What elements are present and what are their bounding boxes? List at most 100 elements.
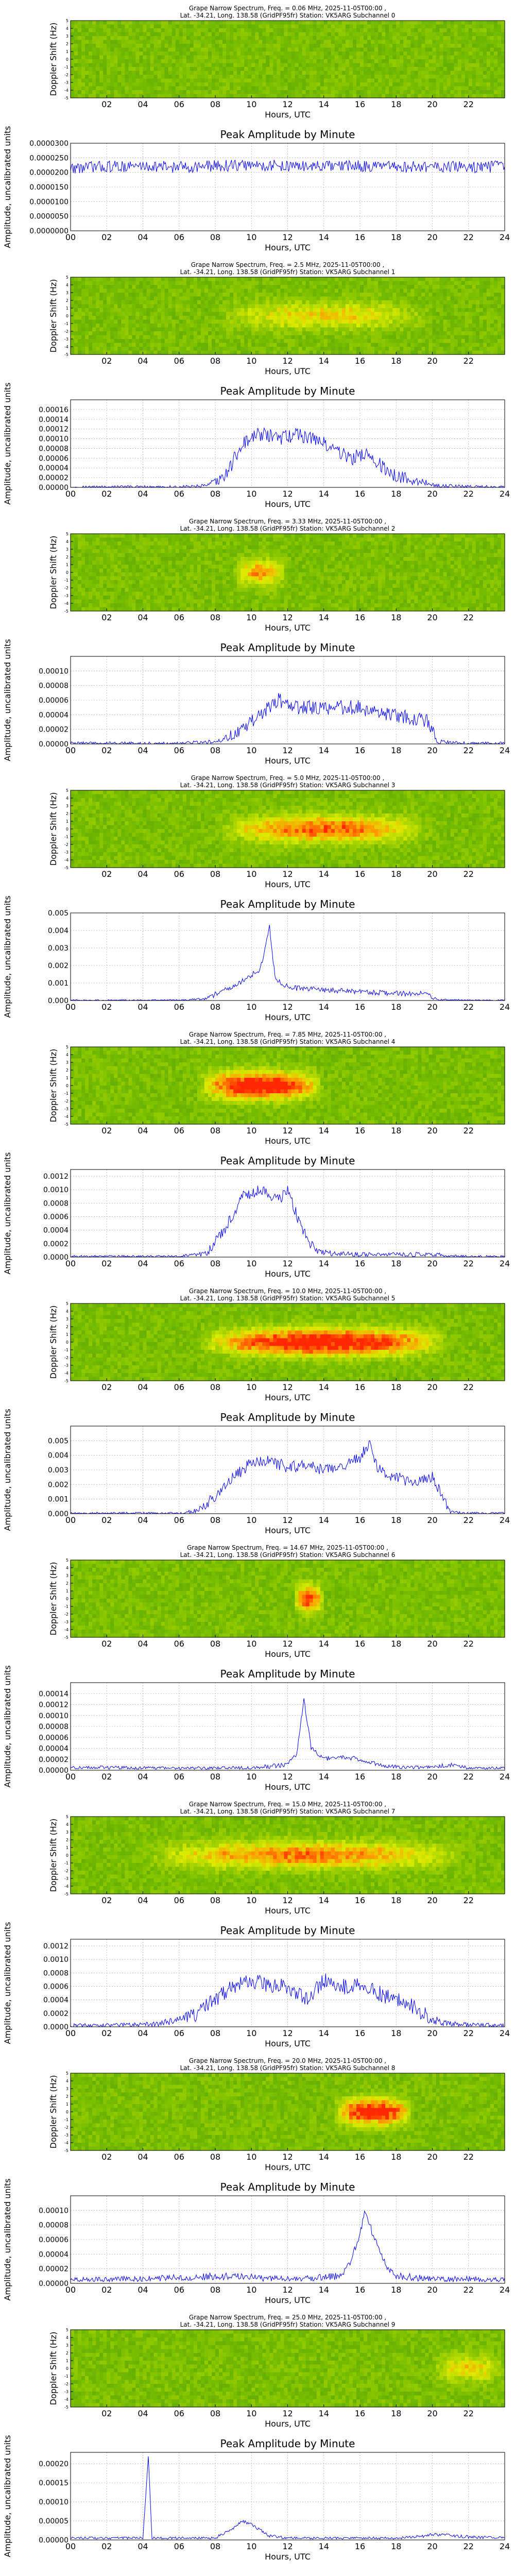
y-tick-label: 0.00002 (39, 474, 68, 482)
chart-title: Grape Narrow Spectrum, Freq. = 3.33 MHz,… (189, 518, 386, 525)
y-tick-label: 4 (66, 2335, 68, 2340)
heatmap-cells (71, 534, 505, 612)
y-axis-label: Doppler Shift (Hz) (48, 1049, 58, 1123)
x-tick-label: 04 (138, 1772, 148, 1782)
x-tick-label: 12 (282, 1772, 293, 1782)
chart-title: Grape Narrow Spectrum, Freq. = 0.06 MHz,… (189, 5, 386, 12)
y-tick-label: 3 (66, 1060, 68, 1065)
x-axis-label: Hours, UTC (265, 1012, 311, 1022)
chart-title: Grape Narrow Spectrum, Freq. = 7.85 MHz,… (189, 1031, 386, 1038)
y-tick-label: 3 (66, 1830, 68, 1835)
spectrogram-panel-9: Grape Narrow Spectrum, Freq. = 25.0 MHz,… (48, 2314, 505, 2429)
x-tick-label: 24 (500, 2285, 510, 2295)
y-tick-label: -2 (64, 842, 68, 847)
amplitude-panel-0: Peak Amplitude by Minute0.00000000.00000… (3, 126, 510, 252)
y-tick-label: 2 (66, 2094, 68, 2099)
x-tick-label: 16 (355, 1772, 365, 1782)
y-tick-label: 0.00002 (39, 1756, 68, 1764)
y-tick-label: 2 (66, 811, 68, 816)
y-tick-label: -4 (64, 88, 68, 93)
y-axis-label: Doppler Shift (Hz) (48, 1306, 58, 1379)
x-tick-label: 04 (138, 2541, 148, 2551)
y-tick-label: 4 (66, 283, 68, 287)
spectrogram-panel-5: Grape Narrow Spectrum, Freq. = 10.0 MHz,… (48, 1287, 505, 1402)
x-tick-label: 18 (391, 232, 401, 242)
y-tick-label: 0.00010 (39, 2498, 68, 2506)
x-tick-label: 20 (427, 1126, 437, 1136)
x-tick-label: 06 (174, 613, 184, 622)
x-tick-label: 06 (174, 1002, 184, 1012)
x-tick-label: 02 (101, 356, 112, 366)
x-tick-label: 04 (138, 869, 148, 879)
x-axis-label: Hours, UTC (265, 1782, 311, 1792)
x-tick-label: 24 (500, 2541, 510, 2551)
x-tick-label: 16 (355, 745, 365, 755)
x-tick-label: 06 (174, 1772, 184, 1782)
x-tick-label: 10 (246, 2285, 256, 2295)
x-tick-label: 14 (319, 1639, 329, 1649)
y-tick-label: 0.0000300 (29, 140, 68, 148)
y-tick-label: -1 (64, 2117, 68, 2122)
x-tick-label: 06 (174, 1639, 184, 1649)
y-tick-label: 0.00010 (39, 667, 68, 675)
x-tick-label: 06 (174, 1126, 184, 1136)
y-tick-label: -3 (64, 1876, 68, 1881)
x-tick-label: 14 (319, 2541, 329, 2551)
y-tick-label: -4 (64, 858, 68, 862)
x-tick-label: 18 (391, 2152, 401, 2162)
y-tick-label: 1 (66, 1589, 68, 1594)
x-tick-label: 06 (174, 1382, 184, 1392)
y-tick-label: 3 (66, 547, 68, 552)
x-tick-label: 08 (210, 1382, 220, 1392)
x-tick-label: 04 (138, 1002, 148, 1012)
y-tick-label: 1 (66, 49, 68, 54)
x-tick-label: 22 (464, 869, 474, 879)
x-tick-label: 00 (65, 1002, 76, 1012)
chart-subtitle: Lat. -34.21, Long. 138.58 (GridPF95fr) S… (180, 268, 396, 276)
x-tick-label: 18 (391, 489, 401, 499)
y-tick-label: 5 (66, 1301, 68, 1306)
x-axis-label: Hours, UTC (265, 1269, 311, 1279)
y-tick-label: 3 (66, 804, 68, 808)
y-axis-label: Amplitude, uncalibrated units (3, 2435, 12, 2557)
y-tick-label: -1 (64, 835, 68, 839)
x-tick-label: 18 (391, 2028, 401, 2038)
y-tick-label: -2 (64, 1355, 68, 1360)
x-tick-label: 14 (319, 869, 329, 879)
x-tick-label: 08 (210, 2285, 220, 2295)
x-tick-label: 10 (246, 1126, 256, 1136)
y-tick-label: -2 (64, 1099, 68, 1104)
y-tick-label: 0.004 (48, 927, 68, 935)
x-tick-label: 08 (210, 1639, 220, 1649)
x-tick-label: 14 (319, 745, 329, 755)
y-tick-label: 1 (66, 2102, 68, 2107)
x-tick-label: 10 (246, 489, 256, 499)
x-tick-label: 24 (500, 2028, 510, 2038)
x-tick-label: 04 (138, 745, 148, 755)
x-tick-label: 02 (101, 1515, 112, 1525)
y-tick-label: 0.00000 (39, 2536, 68, 2545)
y-tick-label: 0.00004 (39, 1745, 68, 1753)
y-tick-label: 4 (66, 2079, 68, 2083)
y-tick-label: 0.00012 (39, 1701, 68, 1709)
y-tick-label: 0 (66, 570, 68, 575)
x-tick-label: 08 (210, 489, 220, 499)
y-tick-label: -3 (64, 850, 68, 855)
x-tick-label: 24 (500, 745, 510, 755)
y-tick-label: -3 (64, 337, 68, 342)
y-tick-label: 4 (66, 1053, 68, 1057)
y-tick-label: 0.002 (48, 962, 68, 970)
x-tick-label: 22 (464, 356, 474, 366)
x-tick-label: 18 (391, 1895, 401, 1905)
x-tick-label: 14 (319, 356, 329, 366)
y-tick-label: -1 (64, 578, 68, 583)
y-tick-label: 0.0000 (43, 2023, 68, 2031)
y-tick-label: 0.00004 (39, 464, 68, 472)
x-tick-label: 10 (246, 356, 256, 366)
x-tick-label: 08 (210, 356, 220, 366)
x-tick-label: 08 (210, 1126, 220, 1136)
chart-title: Grape Narrow Spectrum, Freq. = 20.0 MHz,… (189, 2057, 386, 2064)
y-tick-label: -4 (64, 1884, 68, 1889)
x-tick-label: 24 (500, 489, 510, 499)
x-tick-label: 02 (101, 2285, 112, 2295)
